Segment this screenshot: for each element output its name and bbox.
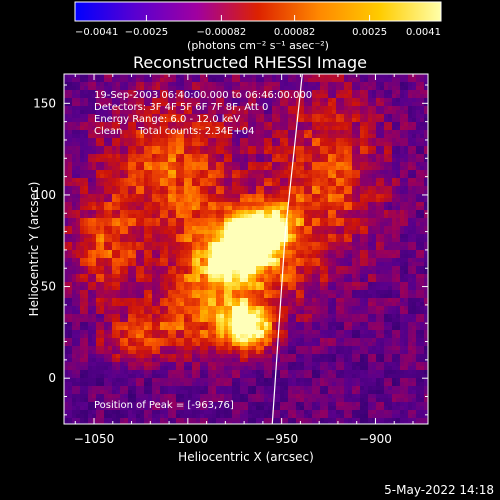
colorbar-tick-label: 0.0025 bbox=[352, 27, 387, 38]
colorbar bbox=[75, 2, 441, 21]
colorbar-tick-label: −0.0041 bbox=[75, 27, 118, 38]
y-axis-label: Heliocentric Y (arcsec) bbox=[27, 182, 41, 317]
y-tick-label: 50 bbox=[41, 280, 56, 294]
x-tick-label: −1050 bbox=[74, 432, 115, 446]
colorbar-tick-label: 0.00082 bbox=[274, 27, 315, 38]
x-tick-label: −900 bbox=[359, 432, 392, 446]
annotation-time-range: 19-Sep-2003 06:40:00.000 to 06:46:00.000 bbox=[94, 90, 312, 101]
y-tick-label: 0 bbox=[48, 371, 56, 385]
colorbar-tick-label: −0.00082 bbox=[197, 27, 247, 38]
annotation-clean-counts: Clean Total counts: 2.34E+04 bbox=[94, 126, 254, 137]
colorbar-tick-label: 0.0041 bbox=[406, 27, 441, 38]
footer-timestamp: 5-May-2022 14:18 bbox=[384, 483, 494, 497]
colorbar-unit-label: (photons cm⁻² s⁻¹ asec⁻²) bbox=[187, 39, 329, 52]
colorbar-tick-label: −0.0025 bbox=[125, 27, 168, 38]
y-tick-label: 150 bbox=[33, 96, 56, 110]
chart-title: Reconstructed RHESSI Image bbox=[133, 53, 367, 72]
x-tick-label: −1000 bbox=[168, 432, 209, 446]
x-tick-label: −950 bbox=[265, 432, 298, 446]
peak-position-label: Position of Peak = [-963,76] bbox=[94, 400, 234, 411]
annotation-energy-range: Energy Range: 6.0 - 12.0 keV bbox=[94, 114, 240, 125]
annotation-detectors: Detectors: 3F 4F 5F 6F 7F 8F, Att 0 bbox=[94, 102, 268, 113]
x-axis-label: Heliocentric X (arcsec) bbox=[178, 450, 314, 464]
